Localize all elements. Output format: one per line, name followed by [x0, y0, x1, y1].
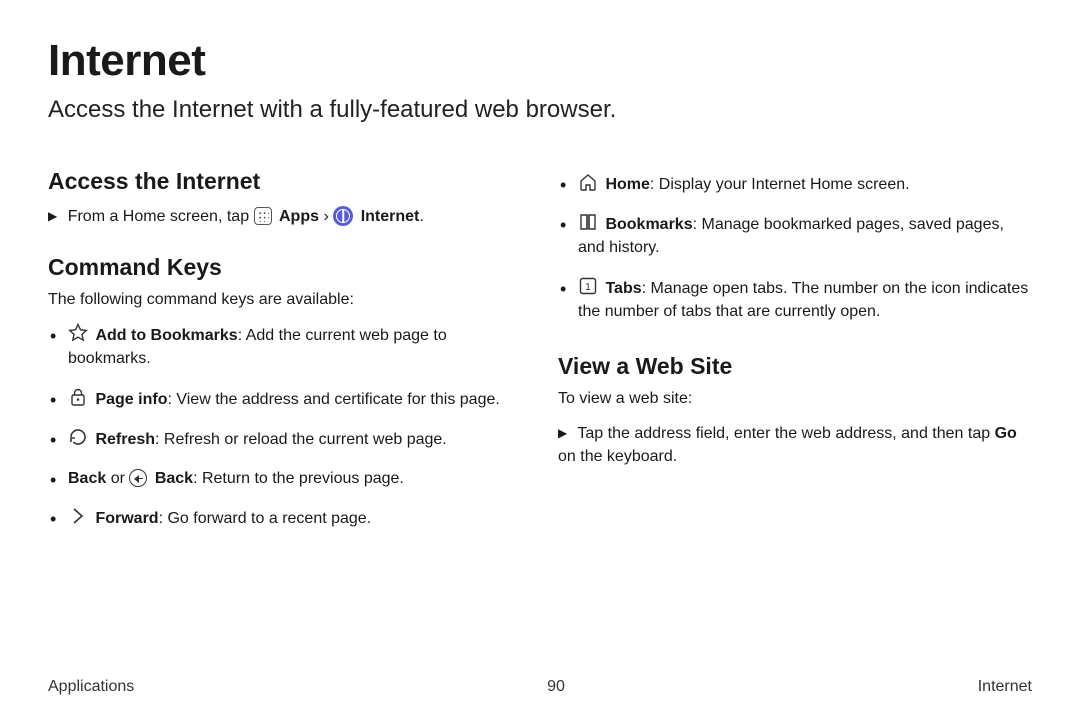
command-keys-lead: The following command keys are available… — [48, 291, 522, 309]
key-name: Tabs — [605, 280, 641, 297]
key-desc: : Go forward to a recent page. — [159, 510, 372, 527]
list-item: Home: Display your Internet Home screen. — [558, 172, 1032, 196]
page-subtitle: Access the Internet with a fully-feature… — [48, 96, 1032, 124]
key-name: Refresh — [95, 431, 155, 448]
apps-label: Apps — [279, 208, 319, 225]
back-icon — [129, 469, 147, 487]
list-item: Back or Back: Return to the previous pag… — [48, 467, 522, 490]
content-columns: Access the Internet ▶ From a Home screen… — [48, 168, 1032, 546]
globe-icon — [333, 206, 353, 226]
footer-right: Internet — [978, 678, 1032, 696]
tabs-icon — [578, 276, 598, 296]
right-column: Home: Display your Internet Home screen.… — [558, 168, 1032, 546]
key-name: Add to Bookmarks — [95, 327, 237, 344]
access-heading: Access the Internet — [48, 168, 522, 195]
list-item: Page info: View the address and certific… — [48, 387, 522, 411]
key-name: Forward — [95, 510, 158, 527]
key-desc: : Return to the previous page. — [193, 470, 404, 487]
key-desc: : Manage open tabs. The number on the ic… — [578, 280, 1028, 320]
command-keys-heading: Command Keys — [48, 254, 522, 281]
step-text-a: Tap the address field, enter the web add… — [577, 425, 994, 442]
step-text: From a Home screen, tap — [68, 208, 249, 225]
key-mid: or — [106, 470, 129, 487]
manual-page: Internet Access the Internet with a full… — [0, 0, 1080, 720]
bookmarks-icon — [578, 212, 598, 232]
list-item: Bookmarks: Manage bookmarked pages, save… — [558, 212, 1032, 259]
go-label: Go — [995, 425, 1017, 442]
list-item: Refresh: Refresh or reload the current w… — [48, 427, 522, 451]
forward-icon — [68, 506, 88, 526]
view-lead: To view a web site: — [558, 390, 1032, 408]
access-step: ▶ From a Home screen, tap Apps › Interne… — [48, 205, 522, 228]
left-column: Access the Internet ▶ From a Home screen… — [48, 168, 522, 546]
internet-label: Internet — [361, 208, 420, 225]
star-icon — [68, 323, 88, 343]
footer-page-number: 90 — [547, 678, 565, 696]
command-keys-list: Add to Bookmarks: Add the current web pa… — [48, 323, 522, 530]
key-desc: : Display your Internet Home screen. — [650, 176, 910, 193]
list-item: Tabs: Manage open tabs. The number on th… — [558, 276, 1032, 323]
view-step: ▶ Tap the address field, enter the web a… — [558, 422, 1032, 468]
key-desc: : View the address and certificate for t… — [167, 391, 499, 408]
list-item: Add to Bookmarks: Add the current web pa… — [48, 323, 522, 370]
list-item: Forward: Go forward to a recent page. — [48, 506, 522, 530]
step-text-b: on the keyboard. — [558, 448, 677, 465]
apps-icon — [254, 207, 272, 225]
page-title: Internet — [48, 36, 1032, 86]
page-footer: Applications 90 Internet — [48, 678, 1032, 696]
refresh-icon — [68, 427, 88, 447]
key-name: Home — [605, 176, 649, 193]
home-icon — [578, 172, 598, 192]
key-name: Back — [155, 470, 193, 487]
footer-left: Applications — [48, 678, 134, 696]
command-keys-list-cont: Home: Display your Internet Home screen.… — [558, 172, 1032, 323]
breadcrumb-sep: › — [323, 208, 328, 225]
key-desc: : Refresh or reload the current web page… — [155, 431, 447, 448]
step-marker-icon: ▶ — [558, 426, 567, 440]
key-name: Bookmarks — [605, 216, 692, 233]
key-name-pre: Back — [68, 470, 106, 487]
key-name: Page info — [95, 391, 167, 408]
lock-icon — [68, 387, 88, 407]
step-marker-icon: ▶ — [48, 209, 57, 223]
view-heading: View a Web Site — [558, 353, 1032, 380]
